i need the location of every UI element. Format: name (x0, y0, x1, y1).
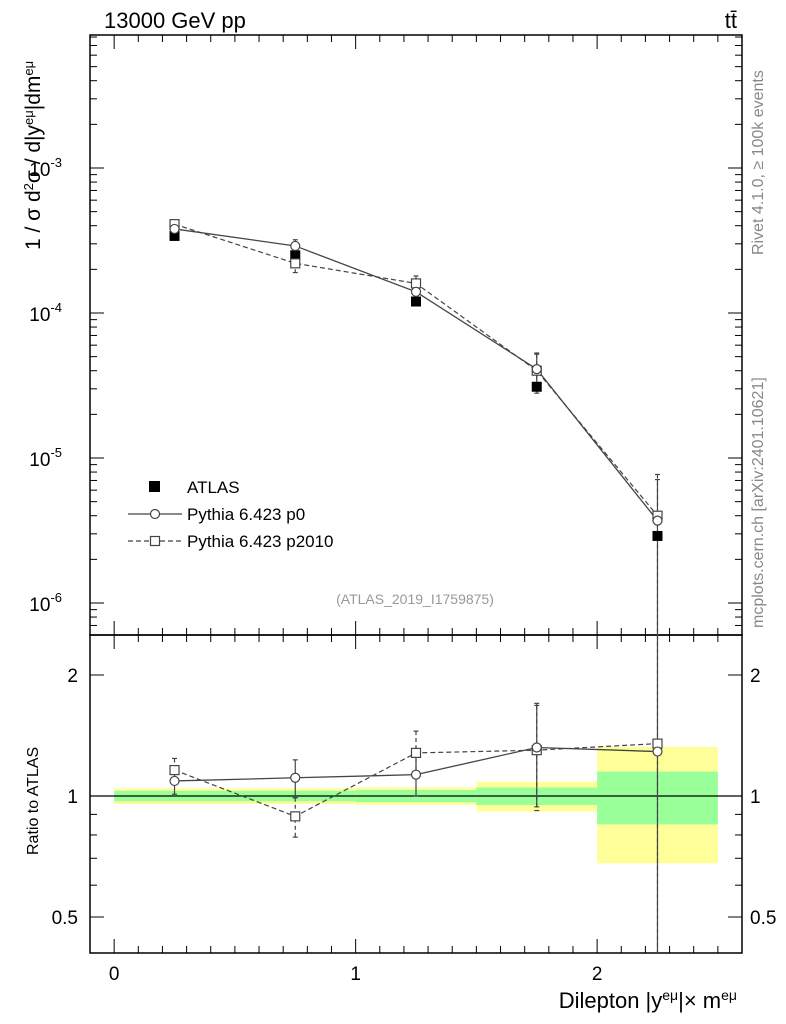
ratio-y-axis-title: Ratio to ATLAS (25, 747, 42, 855)
legend-atlas-marker (149, 481, 160, 492)
ratio-y-tick-label-right: 1 (750, 787, 761, 808)
main-y-axis-title: 1 / σ d2σ / d|yeμ|dmeμ (21, 61, 46, 250)
rivet-version-label: Rivet 4.1.0, ≥ 100k events (750, 70, 767, 255)
legend-label-2: Pythia 6.423 p2010 (187, 532, 334, 551)
ratio-y-tick-label-right: 2 (750, 666, 761, 687)
x-tick-label: 1 (350, 964, 361, 985)
p0-main-marker (652, 515, 663, 526)
atlas-marker (411, 296, 421, 307)
p0-ratio-marker (652, 746, 663, 757)
p0-ratio-marker (531, 742, 542, 753)
p0-main-marker (169, 223, 180, 235)
p0-main-marker (531, 364, 542, 375)
p2010-main-marker (290, 258, 301, 269)
p2010-ratio-marker (410, 747, 422, 759)
ratio-y-tick-label: 1 (67, 787, 78, 808)
p0-ratio-marker (290, 772, 301, 783)
header-energy-label: 13000 GeV pp (104, 8, 246, 33)
ratio-panel-frame (89, 634, 743, 954)
p2010-main-marker (410, 278, 422, 289)
legend-label-0: ATLAS (187, 478, 240, 497)
legend: ATLAS Pythia 6.423 p0 Pythia 6.423 p2010 (128, 478, 334, 551)
p2010-ratio-marker (169, 764, 180, 776)
main-y-tick-label: 10-5 (29, 445, 62, 471)
atlas-marker (290, 250, 301, 261)
p0-main-marker (410, 286, 422, 297)
atlas-marker (652, 530, 663, 541)
data-series (169, 219, 663, 953)
p0-main-line (174, 228, 658, 522)
ratio-y-tick-label-right: 0.5 (750, 908, 776, 929)
axis-ticks: 10-6 10-5 10-4 10-3 0 1 2 0.5 0.5 1 1 2 2 (29, 35, 776, 985)
p2010-main-line (174, 223, 658, 517)
x-tick-label: 2 (592, 964, 603, 985)
main-y-tick-label: 10-3 (29, 155, 62, 181)
atlas-marker (169, 230, 180, 241)
p0-ratio-marker (410, 769, 422, 780)
legend-p0-marker (149, 508, 161, 520)
atlas-marker (531, 381, 542, 392)
header-process-label: tt̄ (725, 8, 737, 33)
legend-p2010-marker (149, 535, 161, 547)
x-tick-label: 0 (109, 964, 120, 985)
ratio-y-tick-label: 2 (67, 666, 78, 687)
analysis-watermark: (ATLAS_2019_I1759875) (336, 591, 494, 607)
p0-ratio-marker (169, 775, 180, 787)
ratio-y-tick-label: 0.5 (52, 908, 78, 929)
x-axis-title: Dilepton |yeμ|× meμ (559, 987, 737, 1013)
p2010-ratio-marker (290, 811, 301, 822)
main-y-tick-label: 10-4 (29, 300, 62, 326)
main-y-tick-label: 10-6 (29, 590, 62, 616)
legend-label-1: Pythia 6.423 p0 (187, 505, 305, 524)
p0-main-marker (290, 240, 301, 252)
mcplots-label: mcplots.cern.ch [arXiv:2401.10621] (750, 377, 767, 628)
